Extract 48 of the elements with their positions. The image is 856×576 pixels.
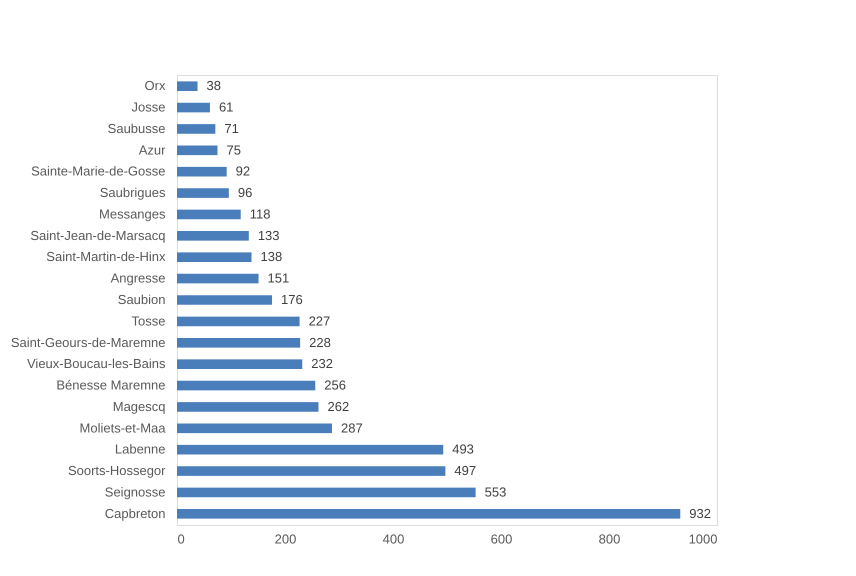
data-label: 118 <box>250 206 270 222</box>
y-tick-label: Saubion <box>118 292 166 307</box>
data-label: 92 <box>236 164 250 179</box>
y-tick-label: Orx <box>144 78 166 94</box>
x-tick-label: 600 <box>490 532 512 546</box>
y-tick-label: Messanges <box>99 206 166 222</box>
data-label: 262 <box>327 398 350 414</box>
data-label: 75 <box>226 142 241 158</box>
y-tick-label: Saubrigues <box>100 185 166 200</box>
y-tick-label: Labenne <box>114 442 166 457</box>
y-tick-label: Saubusse <box>108 120 166 136</box>
y-tick-label: Saint-Geours-de-Maremne <box>10 334 166 350</box>
data-label: 138 <box>260 249 282 264</box>
x-tick-label: 200 <box>274 532 296 546</box>
y-tick-label: Capbreton <box>104 506 166 521</box>
data-label: 232 <box>311 356 333 372</box>
data-label: 133 <box>258 228 280 243</box>
y-tick-label: Angresse <box>110 270 166 286</box>
data-label: 96 <box>238 185 252 200</box>
data-label: 932 <box>689 506 711 521</box>
y-tick-label: Moliets-et-Maa <box>80 420 166 436</box>
y-tick-label: Seignosse <box>104 484 166 500</box>
y-tick-label: Soorts-Hossegor <box>68 463 166 478</box>
y-tick-label: Azur <box>138 142 166 158</box>
y-tick-label: Sainte-Marie-de-Gosse <box>31 164 166 179</box>
data-label: 228 <box>309 334 331 350</box>
data-label: 71 <box>224 120 239 136</box>
y-tick-label: Vieux-Boucau-les-Bains <box>27 356 166 372</box>
y-tick-label: Bénesse Maremne <box>56 378 166 393</box>
y-tick-label: Saint-Martin-de-Hinx <box>46 249 166 264</box>
y-tick-label: Tosse <box>132 313 166 328</box>
data-label: 287 <box>340 420 363 436</box>
y-tick-label: Josse <box>132 100 166 115</box>
y-tick-label: Saint-Jean-de-Marsacq <box>30 228 166 243</box>
y-tick-label: Magescq <box>112 398 166 414</box>
data-label: 38 <box>206 78 221 94</box>
data-label: 553 <box>484 484 506 500</box>
x-tick-label: 800 <box>598 532 620 546</box>
x-tick-label: 1000 <box>688 532 718 546</box>
data-label: 151 <box>268 270 290 286</box>
x-tick-label: 400 <box>382 532 404 546</box>
data-label: 497 <box>454 463 476 478</box>
data-label: 256 <box>324 378 346 393</box>
data-label: 176 <box>281 292 303 307</box>
x-tick-label: 0 <box>178 532 185 546</box>
data-label: 493 <box>452 442 474 457</box>
data-label: 61 <box>218 100 234 115</box>
data-label: 227 <box>308 313 330 328</box>
